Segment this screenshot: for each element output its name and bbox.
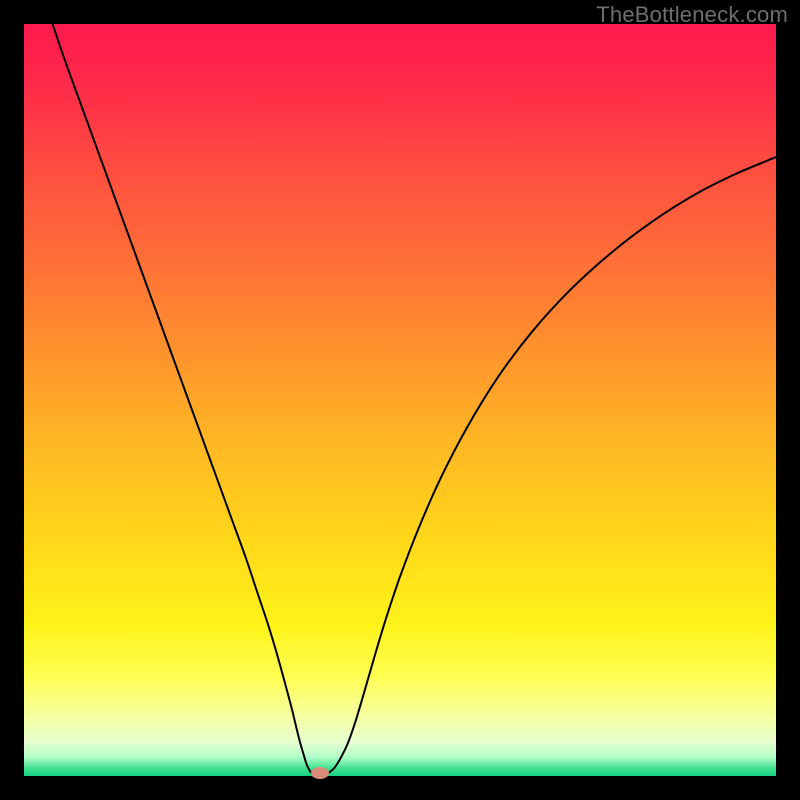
bottleneck-curve xyxy=(24,24,776,776)
plot-area xyxy=(24,24,776,776)
optimal-point-marker xyxy=(311,767,329,779)
chart-frame: TheBottleneck.com xyxy=(0,0,800,800)
